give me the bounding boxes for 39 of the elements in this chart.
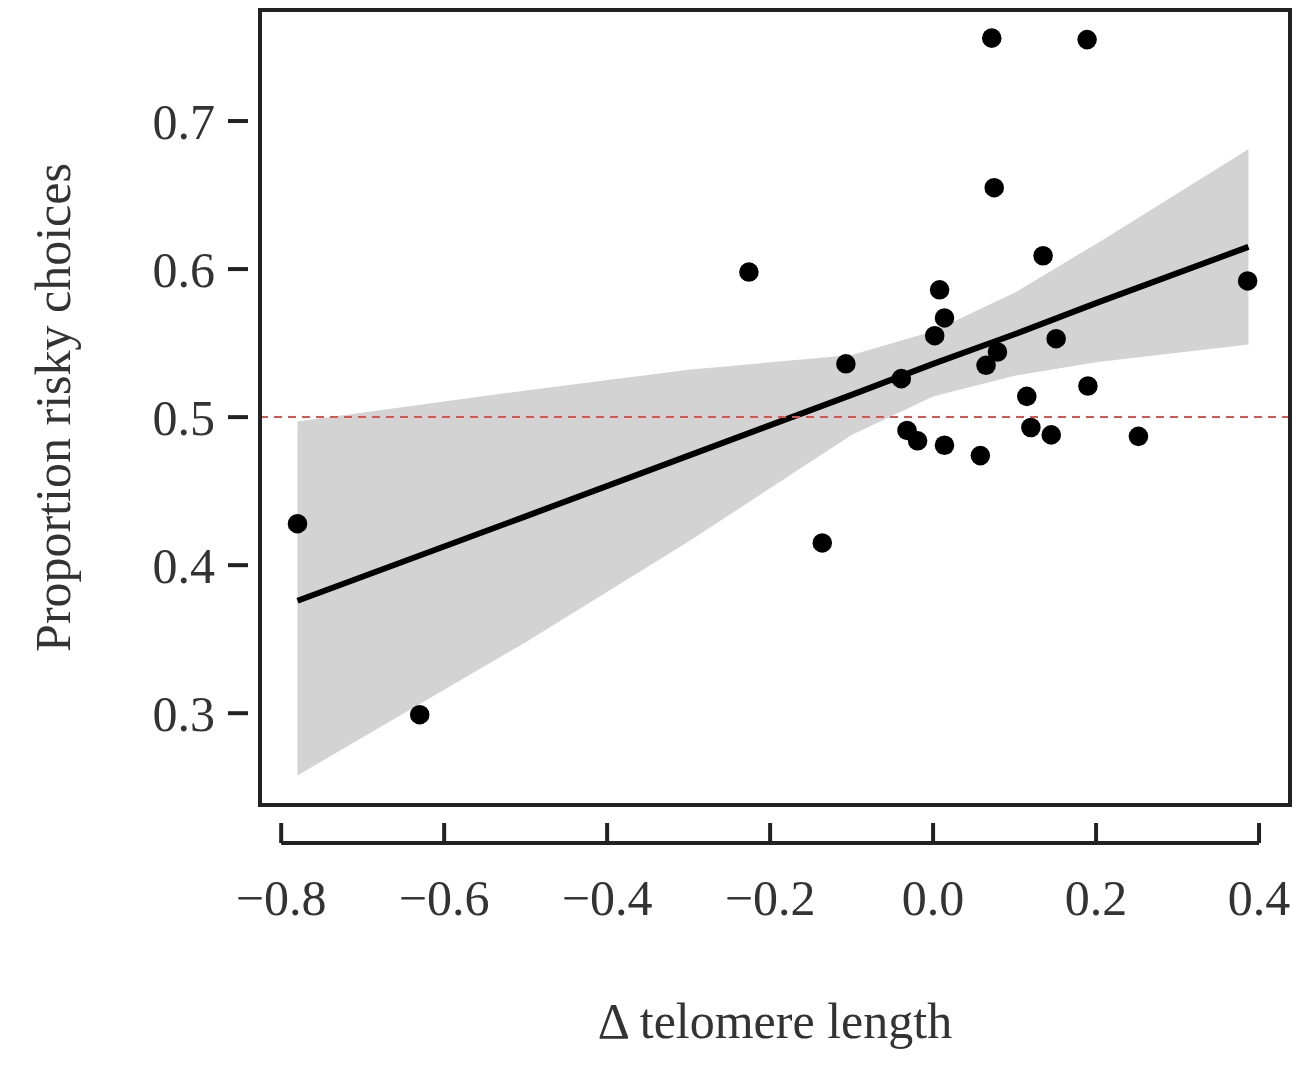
- x-tick-label: 0.2: [1064, 870, 1128, 926]
- point: [409, 704, 430, 725]
- point: [976, 355, 996, 376]
- point: [1128, 426, 1149, 447]
- y-axis-title: Proportion risky choices: [25, 163, 81, 652]
- point: [970, 445, 991, 466]
- point: [987, 342, 1008, 362]
- x-tick-label: 0.4: [1227, 870, 1291, 926]
- x-axis-title: Δ telomere length: [597, 993, 953, 1049]
- point: [934, 435, 955, 455]
- point: [1046, 328, 1066, 349]
- point: [1237, 271, 1258, 291]
- point: [929, 280, 950, 300]
- point: [1033, 246, 1053, 266]
- x-tick-label: −0.4: [561, 870, 653, 926]
- point: [981, 28, 1002, 48]
- x-tick-label: −0.8: [235, 870, 327, 926]
- point: [287, 513, 308, 534]
- point: [1017, 386, 1037, 407]
- y-tick-label: 0.4: [152, 537, 215, 594]
- point: [924, 325, 945, 346]
- y-tick-label: 0.3: [152, 685, 215, 742]
- point: [934, 308, 955, 328]
- point: [891, 368, 912, 389]
- point: [1021, 417, 1041, 438]
- y-tick-label: 0.6: [152, 241, 215, 298]
- point: [812, 533, 833, 553]
- x-tick-label: 0.0: [901, 870, 965, 926]
- x-tick-label: −0.6: [398, 870, 490, 926]
- point: [907, 431, 928, 451]
- y-tick-label: 0.5: [152, 389, 215, 446]
- point: [984, 177, 1004, 198]
- point: [1077, 29, 1097, 50]
- point: [836, 354, 856, 374]
- point: [1078, 376, 1098, 396]
- x-tick-label: −0.2: [724, 870, 816, 926]
- point: [739, 262, 759, 282]
- y-tick-label: 0.7: [152, 93, 215, 150]
- point: [1041, 425, 1062, 445]
